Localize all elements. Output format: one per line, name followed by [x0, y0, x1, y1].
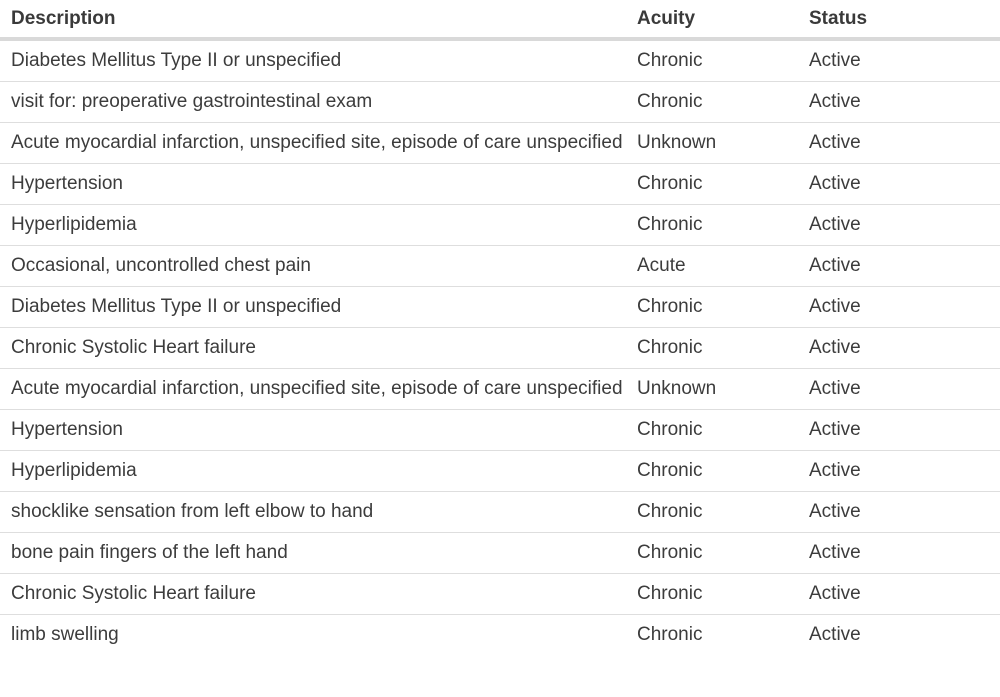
cell-status: Active — [798, 286, 1000, 328]
cell-description: bone pain fingers of the left hand — [0, 532, 626, 574]
header-row: Description Acuity Status — [0, 0, 1000, 41]
cell-status: Active — [798, 81, 1000, 123]
table-row[interactable]: bone pain fingers of the left hand Chroni… — [0, 532, 1000, 574]
problems-table: Description Acuity Status Diabetes Melli… — [0, 0, 1000, 655]
table-row[interactable]: Chronic Systolic Heart failure Chronic Act… — [0, 327, 1000, 369]
cell-description: Hyperlipidemia — [0, 450, 626, 492]
cell-status: Active — [798, 204, 1000, 246]
cell-acuity: Chronic — [626, 327, 798, 369]
cell-acuity: Chronic — [626, 39, 798, 82]
table-row[interactable]: Chronic Systolic Heart failure Chronic Act… — [0, 573, 1000, 615]
cell-acuity: Chronic — [626, 450, 798, 492]
cell-status: Active — [798, 122, 1000, 164]
cell-description: visit for: preoperative gastrointestinal… — [0, 81, 626, 123]
cell-status: Active — [798, 39, 1000, 82]
table-row[interactable]: Hypertension Chronic Active — [0, 163, 1000, 205]
cell-acuity: Chronic — [626, 532, 798, 574]
column-header-status[interactable]: Status — [798, 0, 1000, 41]
cell-acuity: Chronic — [626, 491, 798, 533]
table-row[interactable]: shocklike sensation from left elbow to h… — [0, 491, 1000, 533]
cell-description: Acute myocardial infarction, unspecified… — [0, 122, 626, 164]
table-row[interactable]: Occasional, uncontrolled chest pain Acute… — [0, 245, 1000, 287]
cell-acuity: Chronic — [626, 573, 798, 615]
cell-acuity: Chronic — [626, 163, 798, 205]
cell-acuity: Chronic — [626, 286, 798, 328]
cell-description: limb swelling — [11, 624, 119, 645]
table-header: Description Acuity Status — [0, 0, 1000, 41]
table-row[interactable]: visit for: preoperative gastrointestinal… — [0, 81, 1000, 123]
table-body: Diabetes Mellitus Type II or unspecified… — [0, 39, 1000, 655]
cell-acuity: Acute — [626, 245, 798, 287]
cell-description: Diabetes Mellitus Type II or unspecified — [0, 286, 626, 328]
cell-status: Active — [798, 409, 1000, 451]
cell-description: Hyperlipidemia — [0, 204, 626, 246]
table-row[interactable]: Acute myocardial infarction, unspecified… — [0, 122, 1000, 164]
cell-status: Active — [798, 450, 1000, 492]
table-row[interactable]: Diabetes Mellitus Type II or unspecified… — [0, 39, 1000, 82]
cell-description: shocklike sensation from left elbow to h… — [0, 491, 626, 533]
cell-acuity: Chronic — [637, 624, 703, 645]
cell-status: Active — [798, 491, 1000, 533]
cell-description: Chronic Systolic Heart failure — [0, 573, 626, 615]
cell-status: Active — [798, 368, 1000, 410]
cell-description: Hypertension — [0, 163, 626, 205]
cell-acuity: Chronic — [626, 409, 798, 451]
table-row[interactable]: limb swelling Chronic Active — [0, 615, 1000, 656]
cell-acuity: Unknown — [626, 368, 798, 410]
cell-status: Active — [798, 532, 1000, 574]
cell-description: Chronic Systolic Heart failure — [0, 327, 626, 369]
cell-acuity: Chronic — [626, 81, 798, 123]
cell-status: Active — [798, 573, 1000, 615]
table-row[interactable]: Acute myocardial infarction, unspecified… — [0, 368, 1000, 410]
cell-description: Hypertension — [0, 409, 626, 451]
table-row[interactable]: Diabetes Mellitus Type II or unspecified… — [0, 286, 1000, 328]
cell-status: Active — [798, 163, 1000, 205]
table-row[interactable]: Hyperlipidemia Chronic Active — [0, 204, 1000, 246]
cell-acuity: Chronic — [626, 204, 798, 246]
cell-status: Active — [798, 327, 1000, 369]
cell-description: Diabetes Mellitus Type II or unspecified — [0, 39, 626, 82]
cell-status: Active — [798, 245, 1000, 287]
table-row[interactable]: Hypertension Chronic Active — [0, 409, 1000, 451]
column-header-description[interactable]: Description — [0, 0, 626, 41]
cell-acuity: Unknown — [626, 122, 798, 164]
cell-status: Active — [809, 624, 861, 645]
table-row[interactable]: Hyperlipidemia Chronic Active — [0, 450, 1000, 492]
column-header-acuity[interactable]: Acuity — [626, 0, 798, 41]
cell-description: Occasional, uncontrolled chest pain — [0, 245, 626, 287]
cell-description: Acute myocardial infarction, unspecified… — [0, 368, 626, 410]
